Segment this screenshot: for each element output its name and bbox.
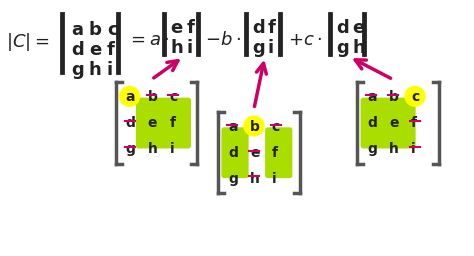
Text: d: d — [71, 41, 84, 59]
FancyBboxPatch shape — [361, 98, 415, 148]
Text: i: i — [186, 39, 192, 57]
Text: a: a — [228, 120, 237, 134]
Text: $+c\cdot$: $+c\cdot$ — [288, 31, 322, 49]
Text: h: h — [147, 142, 157, 156]
Text: e: e — [89, 41, 101, 59]
Text: c: c — [411, 90, 419, 104]
FancyBboxPatch shape — [137, 98, 190, 148]
Text: h: h — [352, 39, 365, 57]
Text: g: g — [71, 61, 84, 79]
Text: e: e — [170, 19, 182, 37]
Text: a: a — [71, 21, 83, 39]
Text: b: b — [147, 90, 157, 104]
FancyBboxPatch shape — [266, 128, 292, 177]
Text: $|C|=$: $|C|=$ — [6, 31, 50, 53]
Text: e: e — [147, 116, 157, 130]
Text: d: d — [252, 19, 264, 37]
Text: b: b — [89, 21, 102, 39]
Circle shape — [244, 116, 264, 136]
Text: i: i — [411, 142, 416, 156]
Text: g: g — [367, 142, 377, 156]
Circle shape — [405, 87, 425, 106]
Text: a: a — [367, 90, 377, 104]
Text: h: h — [170, 39, 183, 57]
Text: i: i — [268, 39, 274, 57]
Text: c: c — [107, 21, 118, 39]
Circle shape — [120, 87, 139, 106]
Text: d: d — [126, 116, 136, 130]
Text: a: a — [126, 90, 135, 104]
Text: d: d — [228, 146, 238, 160]
Text: i: i — [272, 172, 276, 186]
Text: g: g — [228, 172, 238, 186]
Text: h: h — [389, 142, 399, 156]
Text: d: d — [337, 19, 349, 37]
Text: f: f — [272, 146, 278, 160]
Text: g: g — [126, 142, 136, 156]
Text: h: h — [89, 61, 101, 79]
Text: i: i — [169, 142, 174, 156]
Text: f: f — [169, 116, 175, 130]
Text: f: f — [268, 19, 276, 37]
Text: g: g — [337, 39, 349, 57]
Text: f: f — [411, 116, 417, 130]
Text: c: c — [169, 90, 178, 104]
Text: b: b — [250, 120, 260, 134]
Text: e: e — [389, 116, 399, 130]
Text: $=a\cdot$: $=a\cdot$ — [127, 31, 169, 49]
Text: g: g — [252, 39, 264, 57]
Text: h: h — [250, 172, 260, 186]
Text: c: c — [272, 120, 280, 134]
FancyBboxPatch shape — [222, 128, 248, 177]
Text: d: d — [367, 116, 377, 130]
Text: e: e — [352, 19, 365, 37]
Text: i: i — [107, 61, 113, 79]
Text: e: e — [250, 146, 259, 160]
Text: b: b — [389, 90, 399, 104]
Text: $-b\cdot$: $-b\cdot$ — [205, 31, 241, 49]
Text: f: f — [186, 19, 194, 37]
Text: f: f — [107, 41, 115, 59]
